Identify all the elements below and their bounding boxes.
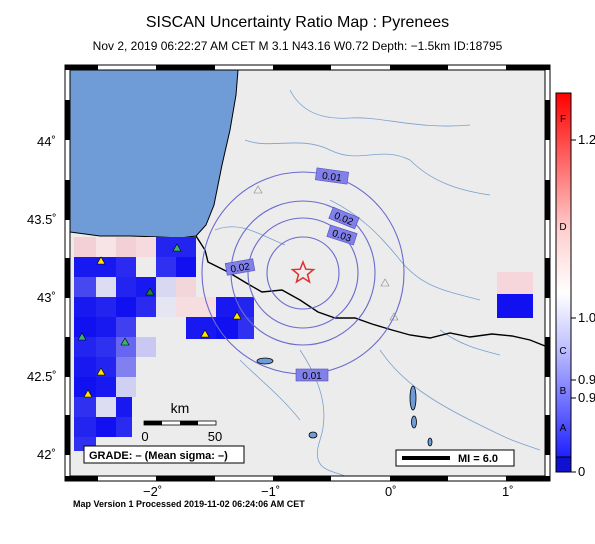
lon-tick-1: 1˚ — [502, 484, 514, 499]
lat-tick-42-5: 42.5˚ — [27, 369, 57, 384]
grade-box: GRADE: – (Mean sigma: –) — [83, 445, 245, 464]
processed-note: Map Version 1 Processed 2019-11-02 06:24… — [73, 499, 305, 509]
svg-text:50: 50 — [208, 429, 222, 444]
heatmap-cells — [74, 237, 533, 451]
svg-text:0.01: 0.01 — [321, 171, 342, 185]
colorbar-value-0-9b: 0.9 — [578, 390, 595, 405]
national-border — [195, 235, 545, 347]
colorbar-value-0: 0 — [578, 464, 586, 479]
contour-label-4: 0.02 — [224, 258, 256, 276]
svg-text:0: 0 — [141, 429, 148, 444]
lat-tick-43-5: 43.5˚ — [27, 212, 57, 227]
event-info: Nov 2, 2019 06:22:27 AM CET M 3.1 N43.16… — [92, 39, 503, 53]
map-frame — [64, 64, 551, 482]
svg-text:MI = 6.0: MI = 6.0 — [458, 453, 498, 465]
colorbar-value-0-9a: 0.9 — [578, 372, 595, 387]
svg-text:D: D — [559, 222, 566, 233]
svg-text:B: B — [560, 386, 567, 397]
colorbar: F D C B A — [555, 92, 576, 473]
rivers — [214, 89, 541, 476]
svg-text:A: A — [560, 423, 567, 434]
map-title: SISCAN Uncertainty Ratio Map : Pyrenees — [145, 14, 450, 31]
epicenter-star — [290, 259, 316, 284]
lat-tick-43: 43˚ — [37, 290, 56, 305]
reservoirs — [256, 357, 433, 447]
svg-text:C: C — [559, 346, 566, 357]
mi-legend: MI = 6.0 — [395, 449, 515, 467]
contour-label-5: 0.01 — [295, 368, 329, 382]
colorbar-value-1-0: 1.0 — [578, 310, 595, 325]
lon-tick-minus2: −2˚ — [143, 484, 163, 499]
colorbar-value-1-2: 1.2 — [578, 132, 595, 147]
svg-text:km: km — [171, 400, 190, 416]
svg-text:GRADE: – (Mean sigma: –): GRADE: – (Mean sigma: –) — [89, 450, 228, 462]
svg-text:0.02: 0.02 — [230, 261, 252, 275]
lon-tick-0: 0˚ — [385, 484, 397, 499]
lon-tick-minus1: −1˚ — [261, 484, 281, 499]
contour-label-1: 0.01 — [314, 167, 350, 185]
scale-bar: km 0 50 — [141, 400, 222, 444]
lat-tick-44: 44˚ — [37, 134, 56, 149]
svg-text:F: F — [560, 114, 566, 125]
lat-tick-42: 42˚ — [37, 447, 56, 462]
sea-area — [70, 70, 239, 239]
svg-text:0.01: 0.01 — [302, 371, 322, 382]
stations — [77, 185, 399, 398]
